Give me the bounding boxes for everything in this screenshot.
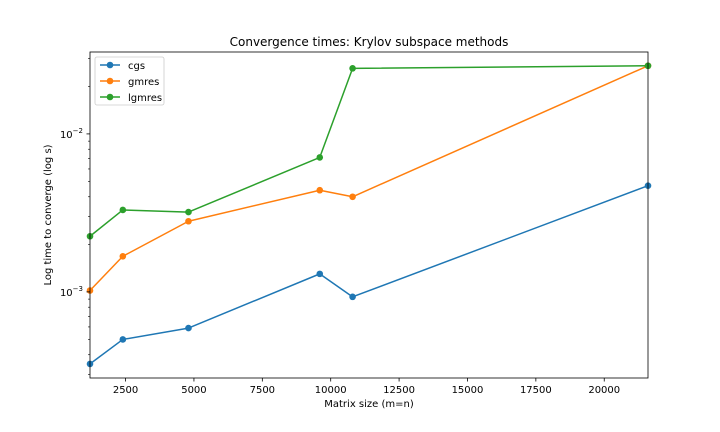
y-tick-label-exponent: −2 xyxy=(73,127,83,135)
data-point-lgmres xyxy=(185,208,192,216)
data-point-cgs xyxy=(349,293,356,301)
y-tick-label: 10−2 xyxy=(60,127,83,141)
x-tick-label: 20000 xyxy=(588,385,620,396)
series-line-lgmres xyxy=(89,65,649,237)
data-point-gmres xyxy=(349,193,356,201)
y-tick-label-base: 10 xyxy=(60,288,73,299)
x-tick-label: 5000 xyxy=(181,385,206,396)
x-tick-label: 7500 xyxy=(250,385,275,396)
x-axis-label: Matrix size (m=n) xyxy=(324,399,414,410)
x-tick-label: 2500 xyxy=(113,385,138,396)
y-tick-label-exponent: −3 xyxy=(73,285,83,293)
data-point-cgs xyxy=(185,324,192,332)
series-line-cgs xyxy=(89,185,649,365)
legend-marker-lgmres xyxy=(106,93,114,101)
y-tick-label: 10−3 xyxy=(60,285,83,299)
x-axis: 2500 5000 7500 10000 12500 15000 17500 20000 xyxy=(113,378,620,396)
data-point-cgs xyxy=(119,336,127,343)
data-point-cgs xyxy=(316,270,324,278)
plot-area xyxy=(86,51,652,379)
data-point-lgmres xyxy=(316,154,324,161)
x-tick-label: 15000 xyxy=(452,385,484,396)
legend-marker-cgs xyxy=(106,61,114,69)
y-tick-label-base: 10 xyxy=(60,130,73,141)
y-axis: 10−310−2 xyxy=(60,58,90,375)
legend-marker-gmres xyxy=(106,77,114,85)
chart-title: Convergence times: Krylov subspace metho… xyxy=(230,35,509,49)
y-axis-label: Log time to converge (log s) xyxy=(43,144,54,285)
x-tick-label: 12500 xyxy=(383,385,415,396)
legend-label-lgmres: lgmres xyxy=(128,93,162,104)
series-line-gmres xyxy=(89,65,649,292)
data-point-gmres xyxy=(119,252,127,260)
data-point-lgmres xyxy=(349,65,356,72)
data-point-lgmres xyxy=(119,206,127,214)
legend-box xyxy=(94,56,165,106)
data-point-gmres xyxy=(185,217,192,225)
legend: cgs gmres lgmres xyxy=(94,56,165,106)
plot-frame xyxy=(89,51,649,379)
x-tick-label: 10000 xyxy=(315,385,347,396)
x-tick-label: 17500 xyxy=(520,385,552,396)
legend-label-gmres: gmres xyxy=(128,77,159,88)
legend-label-cgs: cgs xyxy=(128,61,145,72)
data-point-gmres xyxy=(316,186,324,194)
